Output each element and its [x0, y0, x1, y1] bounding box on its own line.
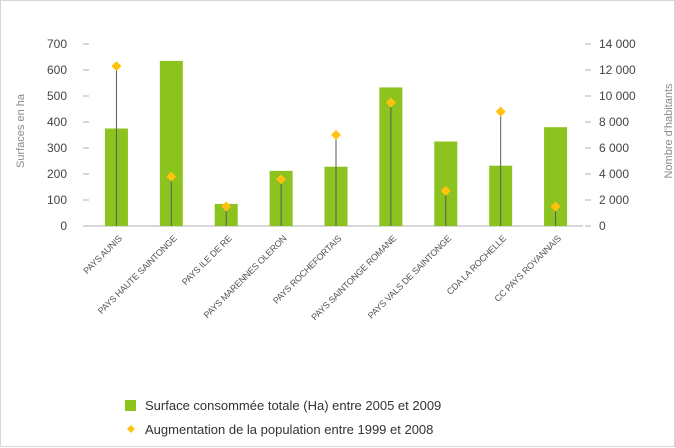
bar [434, 141, 458, 226]
bar [159, 60, 183, 227]
left-axis-ticks: 0 100 200 300 400 500 600 700 [47, 37, 89, 233]
left-tick-label: 100 [47, 193, 67, 207]
right-tick-label: 10 000 [599, 89, 636, 103]
data-point [111, 61, 122, 72]
data-point [276, 174, 287, 185]
category-label: CDA LA ROCHELLE [445, 233, 508, 296]
data-point [221, 201, 232, 212]
data-point [550, 201, 561, 212]
category-label: PAYS ILE DE RE [180, 233, 234, 287]
legend: Surface consommée totale (Ha) entre 2005… [125, 398, 441, 437]
data-point [331, 130, 341, 140]
data-point [385, 97, 396, 108]
left-tick-label: 300 [47, 141, 67, 155]
right-axis-ticks: 0 2 000 4 000 6 000 8 000 10 000 12 000 14 000 [585, 37, 636, 233]
left-tick-label: 500 [47, 89, 67, 103]
right-tick-label: 14 000 [599, 37, 636, 51]
left-tick-label: 700 [47, 37, 67, 51]
data-point [440, 185, 451, 196]
right-tick-label: 2 000 [599, 193, 629, 207]
data-point [495, 106, 506, 117]
right-tick-label: 8 000 [599, 115, 629, 129]
right-tick-label: 12 000 [599, 63, 636, 77]
y-axis-title-right: Nombre d'habitants [663, 83, 675, 179]
legend-label-bars: Surface consommée totale (Ha) entre 2005… [145, 398, 441, 413]
stems-group [115, 66, 557, 226]
legend-swatch-bars [125, 400, 136, 411]
legend-label-points: Augmentation de la population entre 1999… [145, 422, 433, 437]
right-tick-label: 4 000 [599, 167, 629, 181]
points-group [111, 61, 561, 212]
data-point [166, 171, 177, 182]
right-tick-label: 0 [599, 219, 606, 233]
left-tick-label: 600 [47, 63, 67, 77]
legend-marker-points [127, 425, 135, 433]
y-axis-title-left: Surfaces en ha [15, 93, 27, 168]
category-label: PAYS AUNIS [81, 233, 124, 276]
right-tick-label: 6 000 [599, 141, 629, 155]
left-tick-label: 400 [47, 115, 67, 129]
left-tick-label: 200 [47, 167, 67, 181]
bar [544, 127, 568, 226]
left-tick-label: 0 [60, 219, 67, 233]
